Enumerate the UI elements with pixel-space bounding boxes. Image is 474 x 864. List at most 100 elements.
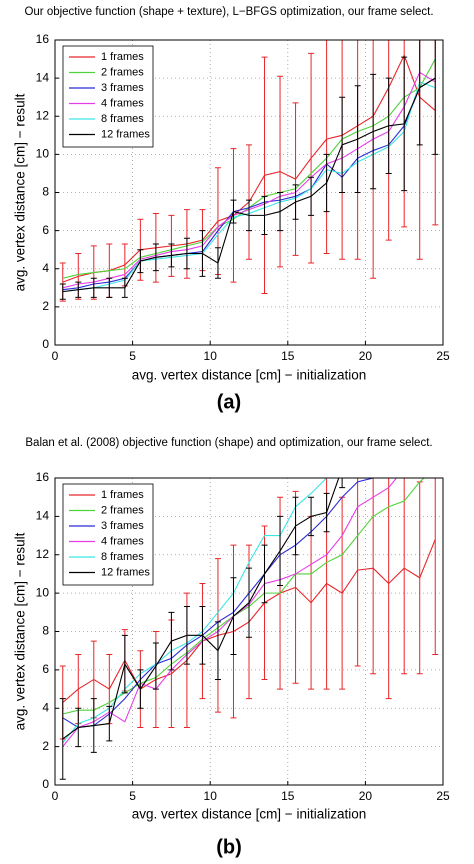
error-bar [152,243,159,272]
error-bar [323,153,330,213]
error-bar [230,577,237,656]
legend-label: 8 frames [101,113,144,125]
error-bar [90,277,97,298]
y-tick-label: 8 [42,185,49,199]
x-tick-label: 20 [359,789,373,803]
y-tick-label: 12 [36,547,50,561]
error-bar [121,634,128,694]
legend-label: 3 frames [101,82,144,94]
error-bar [59,283,66,300]
error-bar [168,243,175,268]
plot-series [59,40,439,302]
error-bar [432,478,439,656]
error-bar [75,707,82,748]
legend-label: 12 frames [101,128,150,140]
error-bar [75,281,82,298]
legend-label: 1 frames [101,489,144,501]
y-tick-label: 2 [42,299,49,313]
plot-frame [54,477,444,786]
y-tick-label: 4 [42,700,49,714]
legend-box [62,483,154,586]
error-bar [59,698,66,780]
error-bar [401,478,408,675]
x-tick-label: 0 [52,789,59,803]
x-tick-label: 20 [359,349,373,363]
chart-title: Balan et al. (2008) objective function (… [25,437,432,449]
error-bar [246,199,252,232]
y-tick-label: 8 [42,624,49,638]
y-tick-label: 6 [42,223,49,237]
y-axis-label: avg. vertex distance [cm] − result [13,532,28,730]
error-bar [308,496,315,537]
error-bar [292,102,299,256]
error-bar [214,247,221,279]
error-bar [261,195,268,235]
error-bar [277,75,284,268]
legend-label: 2 frames [101,66,144,78]
y-tick-label: 14 [36,509,50,523]
error-bar [168,611,175,671]
y-tick-label: 2 [42,739,49,753]
x-tick-label: 0 [52,349,59,363]
x-axis-label: avg. vertex distance [cm] − initializati… [132,807,366,822]
error-bar [199,606,206,665]
error-bar [183,237,190,270]
error-bar [323,492,330,533]
y-tick-label: 16 [36,470,50,484]
error-bar [339,96,346,193]
error-bar [277,515,284,586]
error-bar [183,606,190,665]
legend-label: 3 frames [101,520,144,532]
y-tick-label: 0 [42,777,49,791]
figure-caption: (b) [216,836,242,858]
error-bar [214,621,221,680]
y-axis-label: avg. vertex distance [cm] − result [13,93,28,291]
error-bar [339,478,346,489]
error-bar [90,698,97,753]
y-tick-label: 10 [36,147,50,161]
error-bar [401,56,408,192]
y-tick-label: 14 [36,70,50,84]
error-bar [199,230,206,277]
x-tick-label: 15 [281,789,295,803]
x-tick-label: 5 [129,789,136,803]
error-bar [246,567,252,638]
chart-title: Our objective function (shape + texture)… [24,6,433,18]
error-bar [308,176,315,216]
y-tick-label: 0 [42,337,49,351]
y-tick-label: 16 [36,32,50,46]
error-bar [370,73,377,190]
error-bar [230,199,237,224]
x-tick-label: 5 [129,349,136,363]
plot-series [59,478,439,780]
error-bar [292,496,299,556]
error-bar [385,77,392,174]
error-bar [416,40,423,146]
error-bar [152,642,159,690]
y-tick-label: 6 [42,662,49,676]
legend-label: 8 frames [101,551,144,563]
error-bar [106,277,113,298]
x-tick-label: 25 [436,349,450,363]
y-tick-label: 4 [42,261,49,275]
error-bar [106,705,113,742]
error-bar [277,192,284,232]
y-tick-label: 10 [36,585,50,599]
error-bar [292,184,299,220]
error-bar [323,40,330,254]
error-bar [432,40,439,155]
plot-frame [54,39,444,346]
legend-label: 4 frames [101,97,144,109]
error-bar [137,249,144,274]
figure-caption: (a) [217,391,241,413]
y-tick-label: 12 [36,108,50,122]
error-bar [354,85,361,193]
error-bar [261,56,268,295]
legend-label: 4 frames [101,535,144,547]
x-axis-label: avg. vertex distance [cm] − initializati… [132,368,366,383]
x-tick-label: 15 [281,349,295,363]
legend-label: 2 frames [101,504,144,516]
legend-box [62,45,154,148]
error-bar [308,52,315,264]
